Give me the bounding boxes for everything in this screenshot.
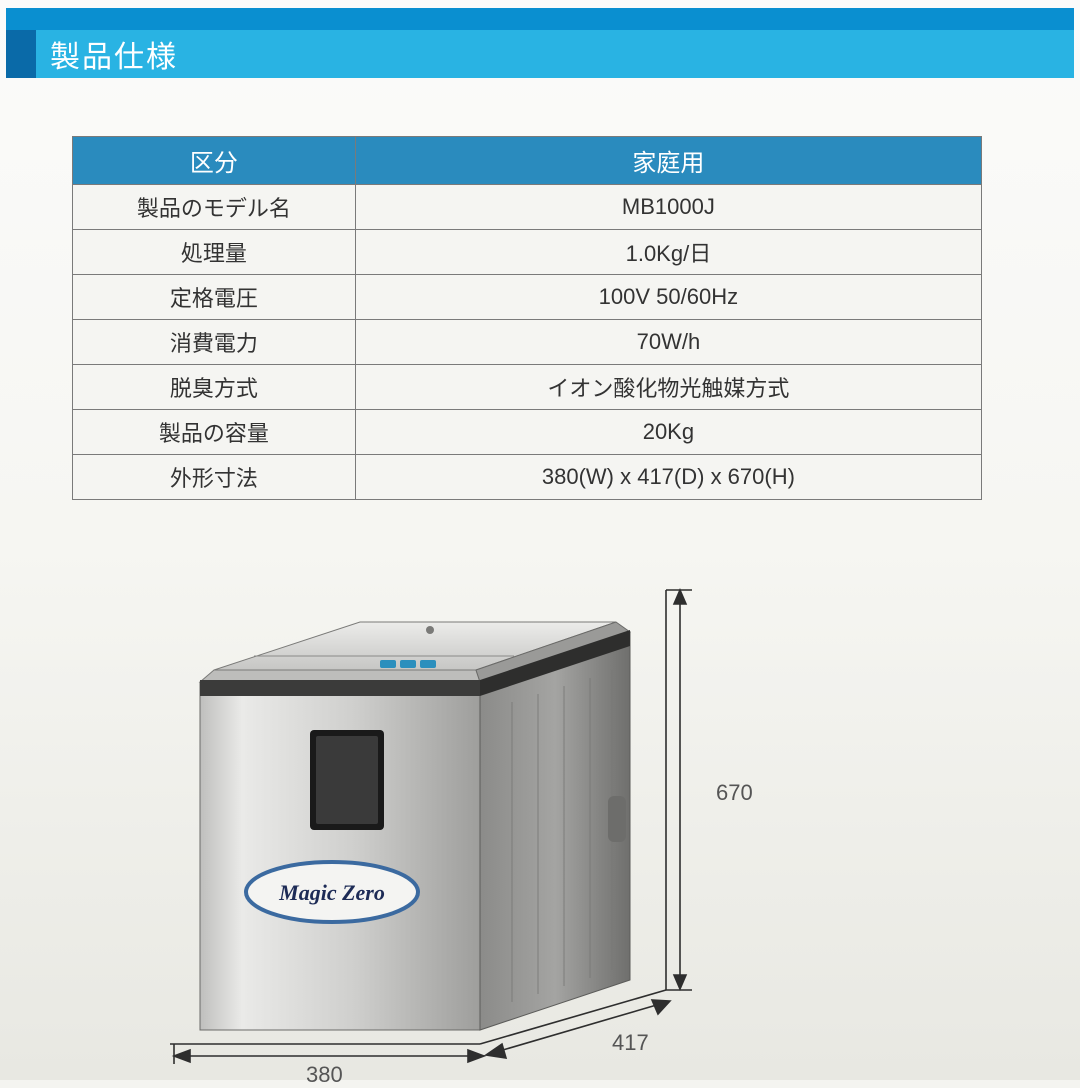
product-logo-text: Magic Zero — [278, 880, 385, 905]
section-title: 製品仕様 — [50, 32, 178, 76]
cell-category: 製品のモデル名 — [73, 185, 356, 230]
table-header-row: 区分 家庭用 — [73, 137, 982, 185]
cell-category: 製品の容量 — [73, 410, 356, 455]
top-accent-strip — [6, 8, 1074, 30]
table-row: 定格電圧 100V 50/60Hz — [73, 275, 982, 320]
dim-depth: 417 — [612, 1030, 649, 1056]
cell-value: イオン酸化物光触媒方式 — [355, 365, 981, 410]
table-row: 消費電力 70W/h — [73, 320, 982, 365]
cell-category: 処理量 — [73, 230, 356, 275]
dim-height: 670 — [716, 780, 753, 806]
page-root: 製品仕様 区分 家庭用 製品のモデル名 MB1000J 処理量 1.0Kg/日 … — [0, 0, 1080, 1080]
table-row: 外形寸法 380(W) x 417(D) x 670(H) — [73, 455, 982, 500]
cell-category: 消費電力 — [73, 320, 356, 365]
cell-value: 100V 50/60Hz — [355, 275, 981, 320]
table-row: 製品のモデル名 MB1000J — [73, 185, 982, 230]
table-row: 製品の容量 20Kg — [73, 410, 982, 455]
cell-value: 70W/h — [355, 320, 981, 365]
spec-table: 区分 家庭用 製品のモデル名 MB1000J 処理量 1.0Kg/日 定格電圧 … — [72, 136, 982, 500]
section-header-bar: 製品仕様 — [6, 30, 1074, 78]
dim-width: 380 — [306, 1062, 343, 1088]
product-svg: Magic Zero — [160, 552, 960, 1072]
product-diagram: Magic Zero 670 417 380 — [160, 552, 960, 1072]
cell-value: MB1000J — [355, 185, 981, 230]
cell-value: 20Kg — [355, 410, 981, 455]
cell-category: 定格電圧 — [73, 275, 356, 320]
header-value: 家庭用 — [355, 137, 981, 185]
cell-value: 1.0Kg/日 — [355, 230, 981, 275]
cell-category: 脱臭方式 — [73, 365, 356, 410]
table-row: 脱臭方式 イオン酸化物光触媒方式 — [73, 365, 982, 410]
cell-value: 380(W) x 417(D) x 670(H) — [355, 455, 981, 500]
table-row: 処理量 1.0Kg/日 — [73, 230, 982, 275]
section-flag — [6, 30, 36, 78]
cell-category: 外形寸法 — [73, 455, 356, 500]
header-category: 区分 — [73, 137, 356, 185]
